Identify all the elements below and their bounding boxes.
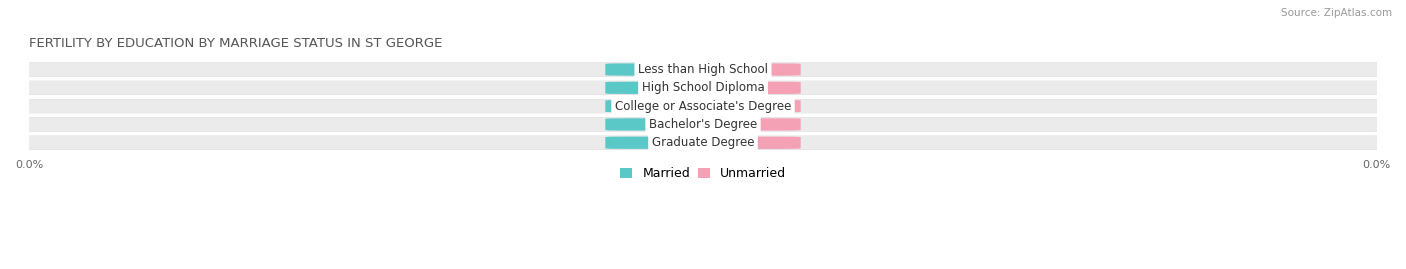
Text: 0.0%: 0.0% xyxy=(648,119,678,129)
FancyBboxPatch shape xyxy=(606,100,720,112)
FancyBboxPatch shape xyxy=(606,137,720,149)
FancyBboxPatch shape xyxy=(686,118,800,130)
Text: 0.0%: 0.0% xyxy=(728,119,758,129)
FancyBboxPatch shape xyxy=(8,136,1398,150)
Text: 0.0%: 0.0% xyxy=(728,83,758,93)
Text: FERTILITY BY EDUCATION BY MARRIAGE STATUS IN ST GEORGE: FERTILITY BY EDUCATION BY MARRIAGE STATU… xyxy=(30,37,443,49)
Text: 0.0%: 0.0% xyxy=(728,138,758,148)
FancyBboxPatch shape xyxy=(8,81,1398,95)
Text: Graduate Degree: Graduate Degree xyxy=(652,136,754,149)
Text: Source: ZipAtlas.com: Source: ZipAtlas.com xyxy=(1281,8,1392,18)
FancyBboxPatch shape xyxy=(8,81,1398,95)
Text: High School Diploma: High School Diploma xyxy=(641,81,765,94)
FancyBboxPatch shape xyxy=(8,136,1398,150)
Text: 0.0%: 0.0% xyxy=(648,138,678,148)
FancyBboxPatch shape xyxy=(8,118,1398,131)
Text: 0.0%: 0.0% xyxy=(648,83,678,93)
FancyBboxPatch shape xyxy=(8,99,1398,113)
Legend: Married, Unmarried: Married, Unmarried xyxy=(614,162,792,185)
FancyBboxPatch shape xyxy=(8,63,1398,76)
FancyBboxPatch shape xyxy=(8,117,1398,132)
Text: 0.0%: 0.0% xyxy=(648,101,678,111)
Text: 0.0%: 0.0% xyxy=(648,65,678,75)
FancyBboxPatch shape xyxy=(606,63,720,76)
FancyBboxPatch shape xyxy=(606,82,720,94)
Text: 0.0%: 0.0% xyxy=(728,101,758,111)
FancyBboxPatch shape xyxy=(606,118,720,130)
Text: Less than High School: Less than High School xyxy=(638,63,768,76)
FancyBboxPatch shape xyxy=(686,100,800,112)
FancyBboxPatch shape xyxy=(686,137,800,149)
Text: Bachelor's Degree: Bachelor's Degree xyxy=(650,118,756,131)
FancyBboxPatch shape xyxy=(8,62,1398,77)
Text: College or Associate's Degree: College or Associate's Degree xyxy=(614,100,792,113)
Text: 0.0%: 0.0% xyxy=(728,65,758,75)
FancyBboxPatch shape xyxy=(8,99,1398,113)
FancyBboxPatch shape xyxy=(686,63,800,76)
FancyBboxPatch shape xyxy=(686,82,800,94)
